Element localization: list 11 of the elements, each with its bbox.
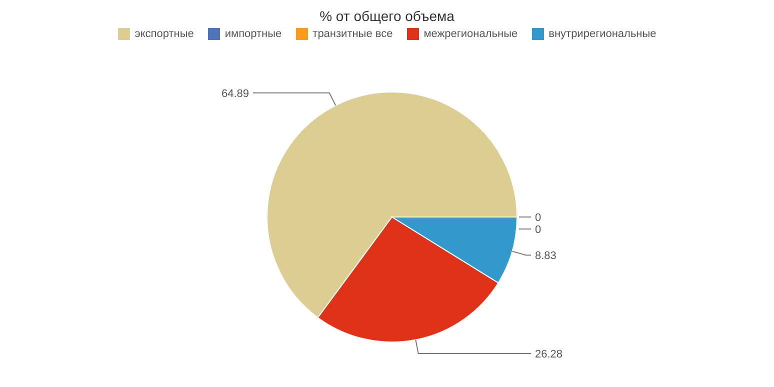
chart-title: % от общего объема <box>318 8 456 26</box>
legend-label: внутрирегиональные <box>548 28 656 40</box>
legend-label: экспортные <box>134 28 194 40</box>
legend-label: межрегиональные <box>422 28 518 40</box>
data-label: 26.28 <box>535 348 563 360</box>
legend-label: транзитные все <box>312 28 393 40</box>
legend-label: импортные <box>224 28 282 40</box>
text: 0 <box>535 212 542 224</box>
data-label: 64.89 <box>221 88 249 100</box>
data-label: 8.83 <box>535 250 556 262</box>
text: 0 <box>535 224 542 236</box>
